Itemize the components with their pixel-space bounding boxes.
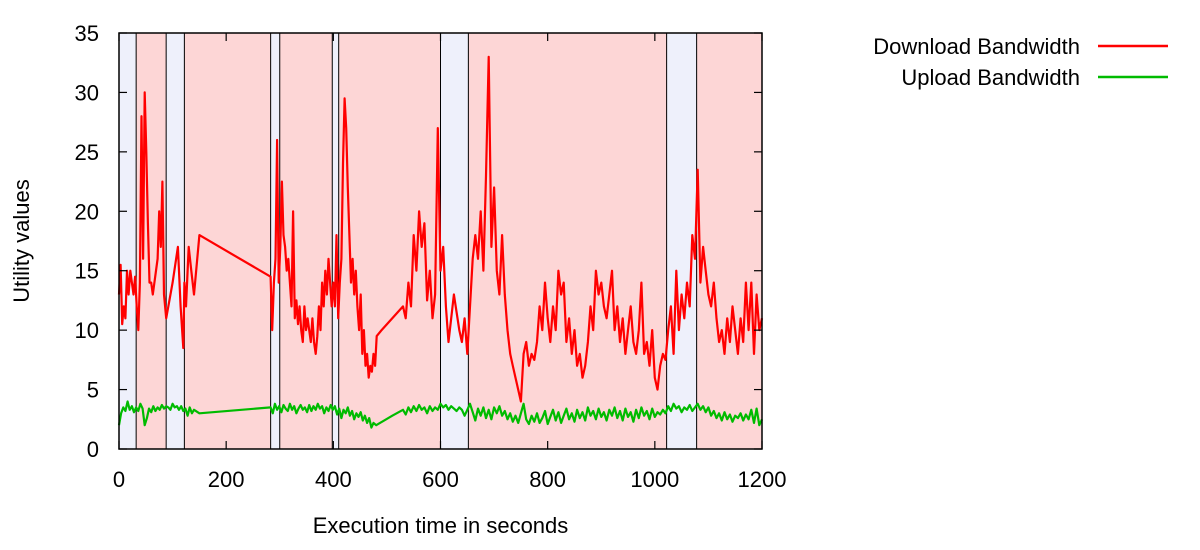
legend-item: Download Bandwidth xyxy=(873,34,1168,59)
x-axis-label: Execution time in seconds xyxy=(313,513,569,538)
background-band xyxy=(440,33,469,449)
x-tick-label: 1000 xyxy=(630,467,679,492)
series-line-download-bandwidth xyxy=(117,55,764,403)
legend-item: Upload Bandwidth xyxy=(901,65,1168,90)
legend-label: Download Bandwidth xyxy=(873,34,1080,59)
y-axis-label: Utility values xyxy=(9,179,34,302)
legend: Download Bandwidth Upload Bandwidth xyxy=(873,34,1168,90)
x-tick-label: 600 xyxy=(422,467,459,492)
series-line-upload-bandwidth xyxy=(117,400,764,429)
y-tick-label: 30 xyxy=(75,80,99,105)
background-band xyxy=(338,33,441,449)
background-band xyxy=(166,33,185,449)
y-axis: 0 5 10 15 20 25 30 35 xyxy=(75,21,762,462)
x-tick-label: 200 xyxy=(208,467,245,492)
x-tick-label: 400 xyxy=(315,467,352,492)
x-tick-label: 0 xyxy=(113,467,125,492)
background-band xyxy=(279,33,333,449)
y-tick-label: 0 xyxy=(87,437,99,462)
y-tick-label: 25 xyxy=(75,140,99,165)
y-tick-label: 20 xyxy=(75,199,99,224)
background-band xyxy=(184,33,271,449)
x-axis: 0 200 400 600 800 1000 1200 xyxy=(113,33,787,492)
y-tick-label: 10 xyxy=(75,318,99,343)
background-band xyxy=(119,33,137,449)
background-band xyxy=(696,33,762,449)
series-layer xyxy=(117,55,764,429)
y-tick-label: 35 xyxy=(75,21,99,46)
background-band xyxy=(468,33,667,449)
x-tick-label: 1200 xyxy=(738,467,787,492)
legend-label: Upload Bandwidth xyxy=(901,65,1080,90)
y-tick-label: 5 xyxy=(87,378,99,403)
y-tick-label: 15 xyxy=(75,259,99,284)
background-bands xyxy=(119,33,762,449)
x-tick-label: 800 xyxy=(529,467,566,492)
